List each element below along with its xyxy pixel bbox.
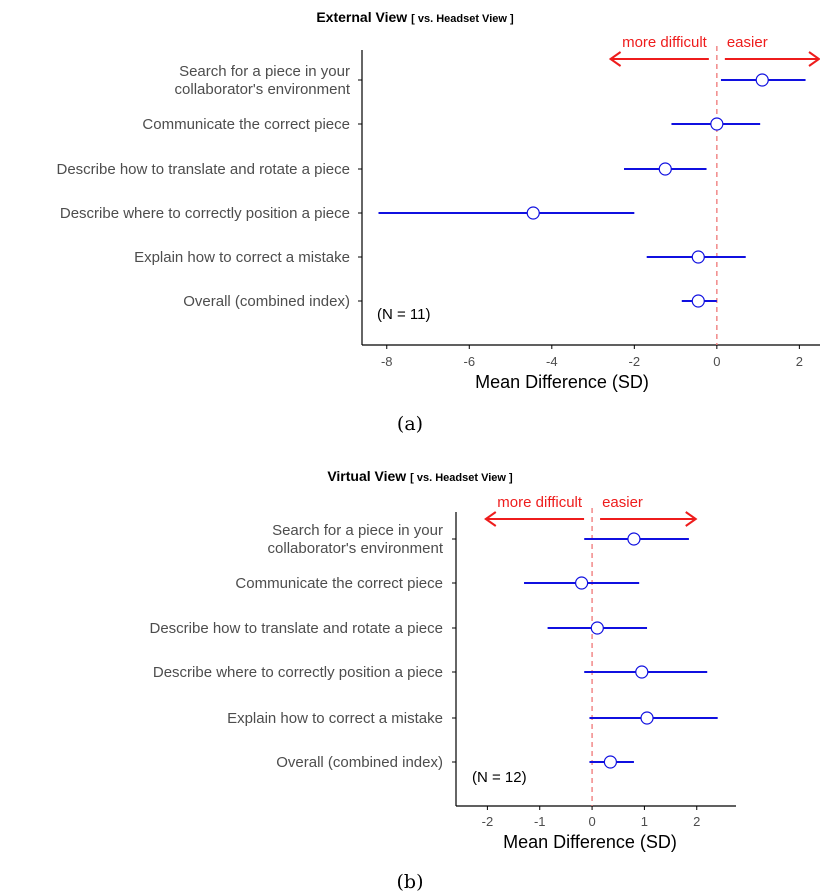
category-label-line: Explain how to correct a mistake [134,249,350,266]
category-label-line: Overall (combined index) [276,754,443,771]
mean-point [526,206,540,220]
more-difficult-label: more difficult [622,34,708,51]
category-label-line: collaborator's environment [175,81,351,98]
x-tick-label: -6 [463,354,475,369]
category-label: Communicate the correct piece [142,116,350,133]
category-label-line: Describe how to translate and rotate a p… [56,161,350,178]
mean-point [658,162,672,176]
mean-point [710,117,724,131]
category-label-line: Communicate the correct piece [235,575,443,592]
easier-label: easier [727,34,768,51]
category-label: Overall (combined index) [276,754,443,771]
x-tick-label: -2 [482,814,494,829]
x-tick-label: -1 [534,814,546,829]
plot-area: -8 -6 -4 -2 0 2 more difficult easier Search for… [56,34,820,369]
arrow-head-right [808,51,820,67]
x-tick-label: -4 [546,354,558,369]
arrow-head-left [484,511,497,527]
x-tick-label: 0 [588,814,595,829]
mean-point [640,711,654,725]
mean-point [575,576,589,590]
x-tick-label: 0 [713,354,720,369]
x-tick-label: 1 [641,814,648,829]
sample-size-annotation: (N = 12) [472,769,527,786]
mean-point [627,532,641,546]
category-label-line: Communicate the correct piece [142,116,350,133]
panel-title-main: External View [316,9,407,25]
x-axis-label: Mean Difference (SD) [475,372,649,392]
category-label-line: Describe how to translate and rotate a p… [149,620,443,637]
plot-area: -2 -1 0 1 2 more difficult easier Search for a … [149,494,736,829]
x-tick-label: 2 [693,814,700,829]
sample-size-annotation: (N = 11) [377,306,431,323]
more-difficult-label: more difficult [497,494,583,511]
panel-title: External View [ vs. Headset View ] [316,9,514,25]
mean-point [691,250,705,264]
x-tick-label: -2 [629,354,641,369]
panel-title-sub: [ vs. Headset View ] [410,472,513,484]
panel-title: Virtual View [ vs. Headset View ] [327,468,513,484]
category-label-line: Search for a piece in your [179,63,350,80]
mean-point [691,294,705,308]
x-tick-label: 2 [796,354,803,369]
category-label-line: Describe where to correctly position a p… [153,664,443,681]
category-label: Overall (combined index) [183,293,350,310]
x-tick-label: -8 [381,354,393,369]
panel-external-view: External View [ vs. Headset View ] -8 -6 -4… [56,9,820,435]
mean-point [755,73,769,87]
category-label-line: Describe where to correctly position a p… [60,205,350,222]
category-label-line: collaborator's environment [268,540,444,557]
mean-point [635,665,649,679]
category-label-line: Overall (combined index) [183,293,350,310]
category-label-line: Explain how to correct a mistake [227,710,443,727]
easier-label: easier [602,494,643,511]
category-label: Explain how to correct a mistake [227,710,443,727]
panel-title-sub: [ vs. Headset View ] [411,13,514,25]
panel-caption: (b) [397,871,424,893]
mean-point [603,755,617,769]
category-label: Search for a piece in your collaborator's… [175,63,351,98]
panel-virtual-view: Virtual View [ vs. Headset View ] -2 -1 0 1 2… [149,468,736,893]
x-axis-label: Mean Difference (SD) [503,832,677,852]
category-label: Describe how to translate and rotate a p… [56,161,350,178]
category-label: Explain how to correct a mistake [134,249,350,266]
category-label: Describe where to correctly position a p… [60,205,350,222]
arrow-head-left [608,51,622,67]
category-label-line: Search for a piece in your [272,522,443,539]
panel-title-main: Virtual View [327,468,406,484]
category-label: Search for a piece in your collaborator's… [268,522,444,557]
category-label: Describe how to translate and rotate a p… [149,620,443,637]
mean-point [590,621,604,635]
category-label: Communicate the correct piece [235,575,443,592]
category-label: Describe where to correctly position a p… [153,664,443,681]
arrow-head-right [685,511,698,527]
panel-caption: (a) [397,413,423,435]
